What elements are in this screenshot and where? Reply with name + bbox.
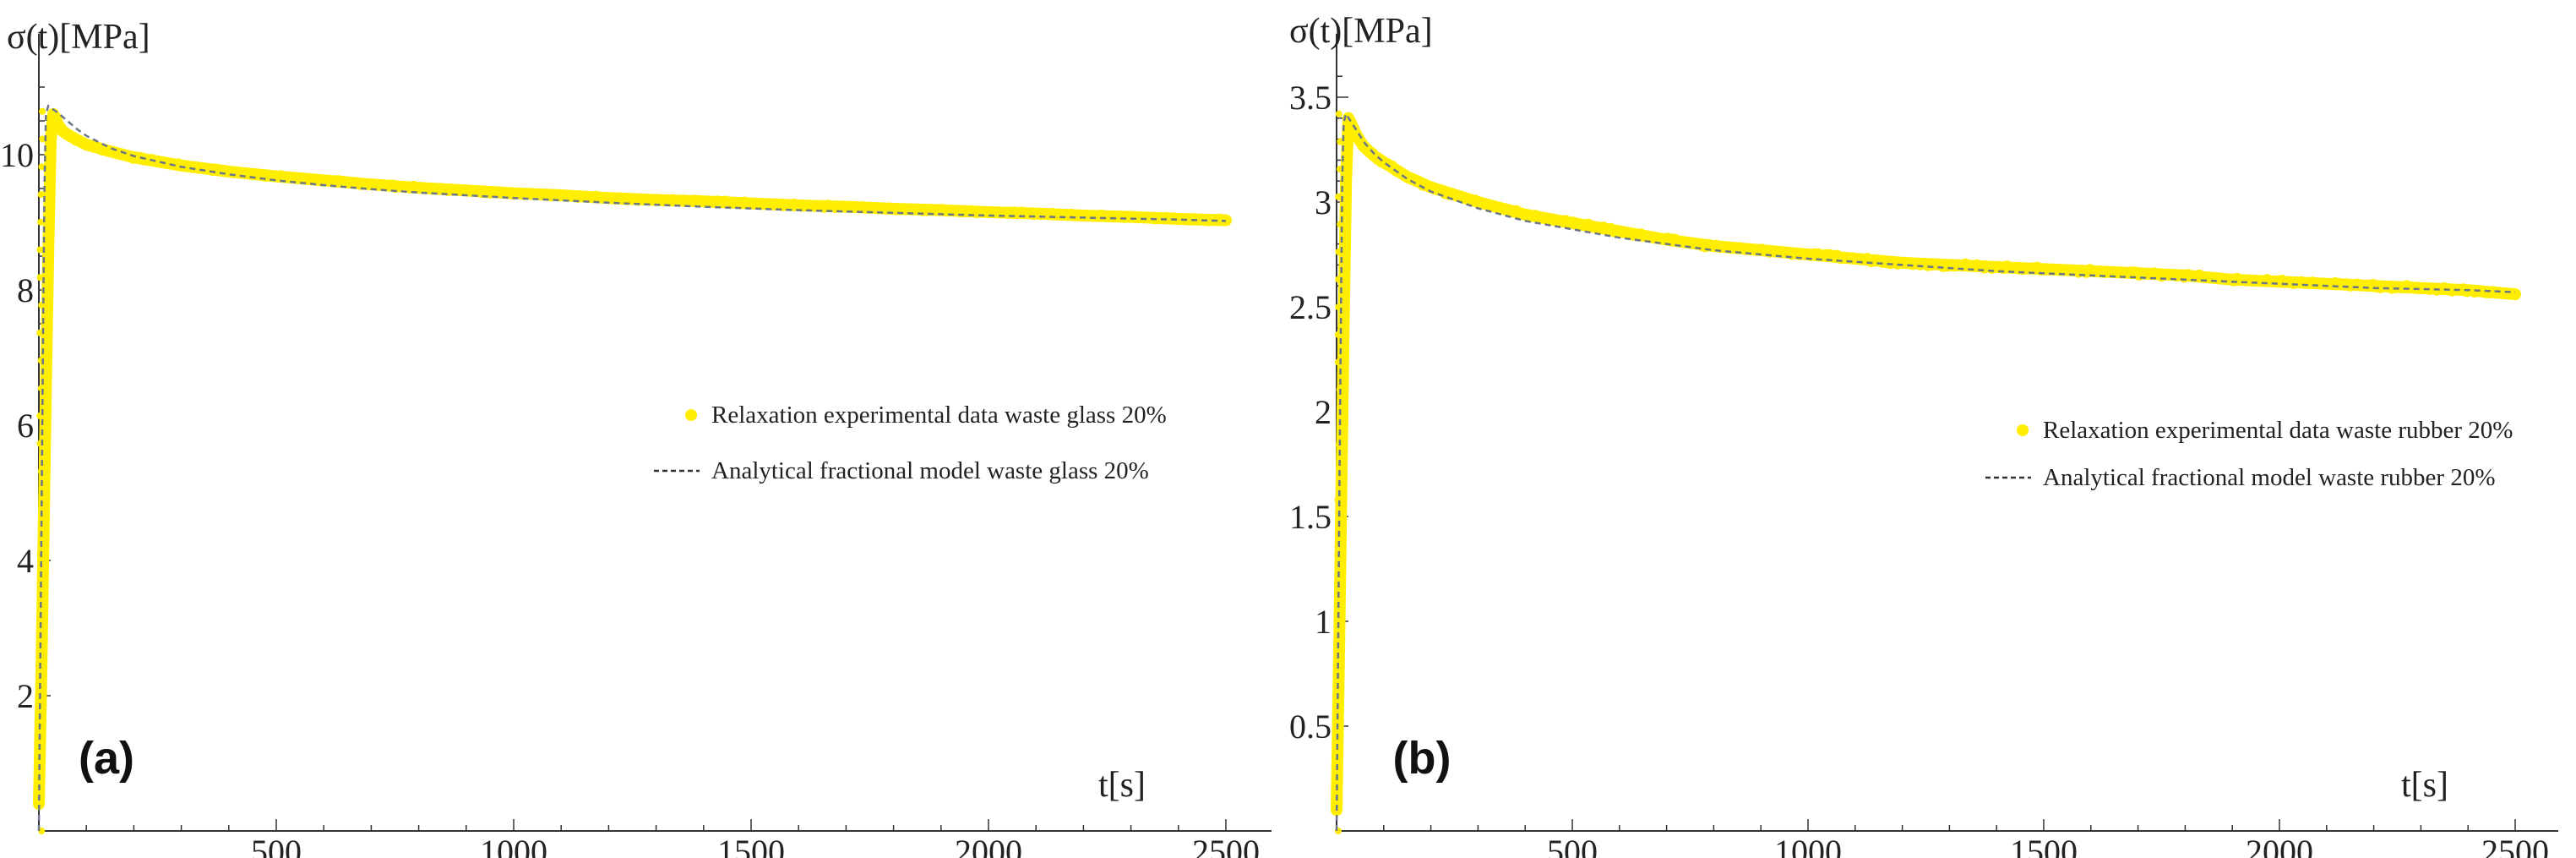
x-tick-label-a: 2000 (955, 833, 1022, 858)
data-point-b (1337, 413, 1344, 421)
y-tick-label-b: 3 (1315, 183, 1332, 221)
y-axis-label-b: σ(t)[MPa] (1289, 12, 1433, 51)
x-tick-label-b: 1000 (1774, 833, 1842, 858)
x-tick-label-a: 1500 (717, 833, 785, 858)
legend-label-data-a: Relaxation experimental data waste glass… (711, 402, 1167, 429)
data-point-a (52, 117, 62, 126)
x-tick-label-b: 2000 (2246, 833, 2313, 858)
x-tick-label-b: 2500 (2481, 833, 2549, 858)
y-tick-label-a: 10 (0, 136, 34, 174)
chart-panel-a: 500 1000 1500 2000 2500 2 4 6 8 10 σ(t)[MPa] t[s] (a… (0, 18, 1272, 858)
data-point-b (1334, 551, 1342, 559)
legend-marker-data-b (2017, 424, 2029, 436)
y-tick-label-b: 2.5 (1289, 288, 1332, 326)
y-tick-label-a: 4 (17, 542, 34, 580)
data-point-b (1337, 221, 1344, 228)
y-tick-label-a: 2 (17, 677, 34, 715)
chart-b-svg: 500 1000 1500 2000 2500 0.5 1 1.5 2 2.5 3 3.5 σ(t)[M… (1289, 12, 2558, 858)
x-axis-label-a: t[s] (1098, 766, 1146, 805)
data-point-b (1335, 110, 1342, 117)
panel-label-a: (a) (79, 733, 134, 784)
legend-marker-data-a (685, 409, 697, 421)
model-line-a (37, 104, 1227, 832)
data-point-a (37, 218, 45, 226)
legend-label-model-a: Analytical fractional model waste glass … (711, 457, 1149, 484)
y-tick-label-b: 0.5 (1289, 708, 1332, 746)
data-point-a (36, 274, 44, 281)
data-point-a (37, 606, 45, 614)
panel-label-b: (b) (1393, 733, 1451, 784)
legend-label-data-b: Relaxation experimental data waste rubbe… (2043, 417, 2513, 444)
data-point-b (1335, 717, 1342, 724)
data-point-a (39, 107, 46, 115)
x-tick-label-a: 2500 (1192, 833, 1260, 858)
data-point-b (1336, 800, 1343, 807)
data-point-a (1218, 214, 1228, 224)
y-tick-label-b: 1 (1315, 603, 1332, 641)
y-tick-label-b: 3.5 (1289, 79, 1332, 117)
data-point-b (1335, 276, 1342, 283)
y-tick-label-b: 2 (1315, 393, 1332, 431)
x-tick-label-b: 500 (1547, 833, 1598, 858)
data-point-a (36, 717, 44, 724)
x-axis-label-b: t[s] (2401, 766, 2448, 805)
y-tick-label-a: 8 (17, 271, 34, 309)
data-point-a (36, 329, 44, 336)
data-point-a (37, 191, 45, 198)
data-point-b (2508, 288, 2518, 298)
data-point-b (1335, 193, 1342, 200)
data-point-a (36, 246, 44, 254)
data-point-a (39, 135, 46, 143)
data-point-a (37, 689, 45, 697)
data-point-a (38, 495, 46, 503)
y-tick-label-a: 6 (17, 407, 34, 445)
data-point-a (38, 163, 46, 171)
data-point-b (1336, 607, 1343, 614)
x-tick-label-a: 1000 (480, 833, 547, 858)
model-line-b (1335, 111, 2516, 832)
data-point-b (1349, 126, 1359, 136)
legend-label-model-b: Analytical fractional model waste rubber… (2043, 464, 2496, 491)
y-axis-label-a: σ(t)[MPa] (7, 18, 150, 57)
chart-panel-b: 500 1000 1500 2000 2500 0.5 1 1.5 2 2.5 3 3.5 σ(t)[M… (1288, 0, 2576, 858)
data-point-b (1335, 248, 1342, 255)
data-point-b (1335, 745, 1342, 752)
x-tick-label-a: 500 (251, 833, 302, 858)
chart-a-svg: 500 1000 1500 2000 2500 2 4 6 8 10 σ(t)[MPa] t[s] (a… (0, 18, 1272, 858)
x-tick-label-b: 1500 (2010, 833, 2078, 858)
data-point-b (1337, 138, 1344, 145)
y-tick-label-b: 1.5 (1289, 498, 1332, 536)
